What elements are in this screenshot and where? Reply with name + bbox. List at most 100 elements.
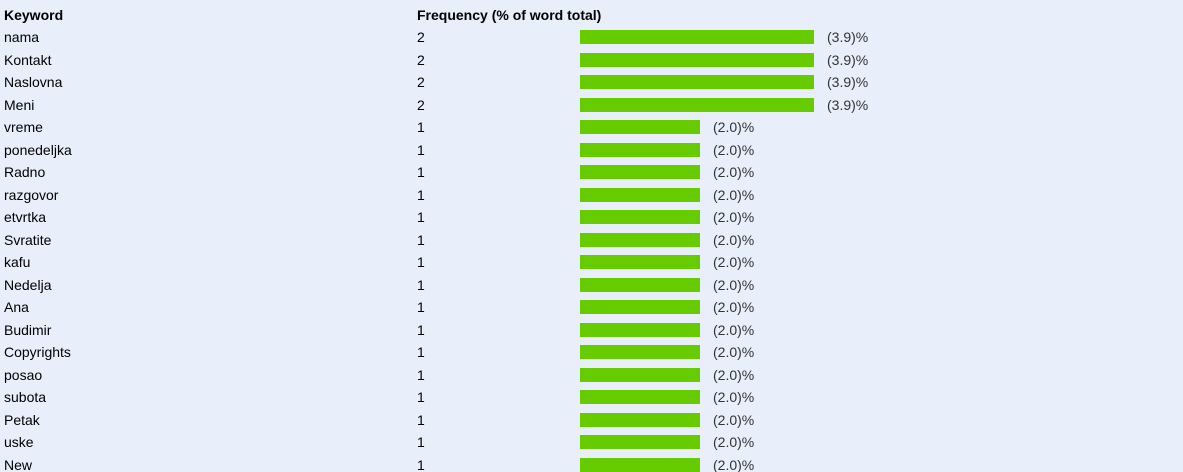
- percent-label: (2.0)%: [713, 366, 755, 383]
- keyword-cell: Kontakt: [4, 51, 52, 68]
- frequency-bar: [580, 300, 700, 314]
- percent-label: (2.0)%: [713, 389, 755, 405]
- frequency-column-header: Frequency (% of word total): [417, 7, 602, 23]
- frequency-bar: [580, 435, 700, 449]
- frequency-bar: [580, 52, 814, 67]
- keyword-cell: vreme: [4, 119, 43, 135]
- frequency-bar: [580, 75, 814, 89]
- keyword-cell: Copyrights: [4, 344, 71, 360]
- percent-label: (2.0)%: [713, 254, 755, 270]
- table-row: razgovor 1 (2.0)%: [0, 184, 1183, 206]
- frequency-bar: [580, 412, 700, 427]
- table-row: New 1 (2.0)%: [0, 454, 1183, 472]
- frequency-bar: [580, 30, 814, 44]
- keyword-cell: nama: [4, 29, 40, 45]
- count-cell: 2: [417, 51, 425, 68]
- percent-label: (3.9)%: [827, 51, 869, 68]
- count-cell: 1: [417, 321, 425, 338]
- frequency-bar: [580, 187, 700, 202]
- count-cell: 1: [417, 456, 425, 472]
- count-cell: 1: [417, 344, 425, 360]
- count-cell: 1: [417, 366, 425, 383]
- table-row: Nedelja 1 (2.0)%: [0, 274, 1183, 296]
- keyword-cell: Meni: [4, 96, 35, 113]
- table-row: ponedeljka 1 (2.0)%: [0, 139, 1183, 161]
- percent-label: (2.0)%: [713, 209, 755, 225]
- count-cell: 1: [417, 254, 425, 270]
- table-row: kafu 1 (2.0)%: [0, 251, 1183, 273]
- percent-label: (2.0)%: [713, 164, 755, 180]
- percent-label: (2.0)%: [713, 276, 755, 293]
- keyword-cell: Budimir: [4, 321, 52, 338]
- keyword-cell: Ana: [4, 299, 29, 315]
- percent-label: (2.0)%: [713, 299, 755, 315]
- percent-label: (2.0)%: [713, 119, 755, 135]
- count-cell: 1: [417, 209, 425, 225]
- count-cell: 1: [417, 276, 425, 293]
- table-row: Kontakt 2 (3.9)%: [0, 49, 1183, 71]
- table-row: uske 1 (2.0)%: [0, 431, 1183, 453]
- count-cell: 2: [417, 96, 425, 113]
- count-cell: 2: [417, 74, 425, 90]
- keyword-cell: posao: [4, 366, 43, 383]
- count-cell: 1: [417, 434, 425, 450]
- percent-label: (2.0)%: [713, 186, 755, 203]
- count-cell: 1: [417, 299, 425, 315]
- count-cell: 1: [417, 389, 425, 405]
- frequency-bar: [580, 142, 700, 157]
- keyword-cell: Nedelja: [4, 276, 52, 293]
- keyword-cell: kafu: [4, 254, 31, 270]
- frequency-bar: [580, 390, 700, 404]
- keyword-cell: ponedeljka: [4, 141, 72, 158]
- table-row: Ana 1 (2.0)%: [0, 296, 1183, 318]
- keyword-cell: razgovor: [4, 186, 59, 203]
- table-row: Petak 1 (2.0)%: [0, 409, 1183, 431]
- frequency-bar: [580, 277, 700, 292]
- frequency-bar: [580, 345, 700, 359]
- keyword-cell: subota: [4, 389, 47, 405]
- table-row: Svratite 1 (2.0)%: [0, 229, 1183, 251]
- table-row: Meni 2 (3.9)%: [0, 94, 1183, 116]
- frequency-bar: [580, 232, 700, 247]
- frequency-bar: [580, 255, 700, 269]
- table-row: vreme 1 (2.0)%: [0, 116, 1183, 138]
- table-row: Radno 1 (2.0)%: [0, 161, 1183, 183]
- table-row: Copyrights 1 (2.0)%: [0, 341, 1183, 363]
- percent-label: (2.0)%: [713, 456, 755, 472]
- percent-label: (3.9)%: [827, 96, 869, 113]
- frequency-bar: [580, 97, 814, 112]
- count-cell: 1: [417, 141, 425, 158]
- frequency-bar: [580, 322, 700, 337]
- table-row: nama 2 (3.9)%: [0, 26, 1183, 48]
- frequency-bar: [580, 210, 700, 224]
- percent-label: (3.9)%: [827, 29, 869, 45]
- table-row: Budimir 1 (2.0)%: [0, 319, 1183, 341]
- table-row: Naslovna 2 (3.9)%: [0, 71, 1183, 93]
- keyword-cell: Radno: [4, 164, 46, 180]
- count-cell: 1: [417, 231, 425, 248]
- percent-label: (2.0)%: [713, 411, 755, 428]
- keyword-column-header: Keyword: [4, 7, 64, 23]
- count-cell: 1: [417, 186, 425, 203]
- table-row: etvrtka 1 (2.0)%: [0, 206, 1183, 228]
- percent-label: (3.9)%: [827, 74, 869, 90]
- count-cell: 2: [417, 29, 425, 45]
- count-cell: 1: [417, 164, 425, 180]
- keyword-cell: Svratite: [4, 231, 52, 248]
- percent-label: (2.0)%: [713, 141, 755, 158]
- count-cell: 1: [417, 411, 425, 428]
- keyword-cell: uske: [4, 434, 34, 450]
- percent-label: (2.0)%: [713, 434, 755, 450]
- table-row: posao 1 (2.0)%: [0, 364, 1183, 386]
- percent-label: (2.0)%: [713, 344, 755, 360]
- percent-label: (2.0)%: [713, 231, 755, 248]
- percent-label: (2.0)%: [713, 321, 755, 338]
- table-row: subota 1 (2.0)%: [0, 386, 1183, 408]
- frequency-bar: [580, 457, 700, 472]
- keyword-cell: Petak: [4, 411, 40, 428]
- frequency-bar: [580, 165, 700, 179]
- frequency-bar: [580, 367, 700, 382]
- keyword-cell: New: [4, 456, 33, 472]
- count-cell: 1: [417, 119, 425, 135]
